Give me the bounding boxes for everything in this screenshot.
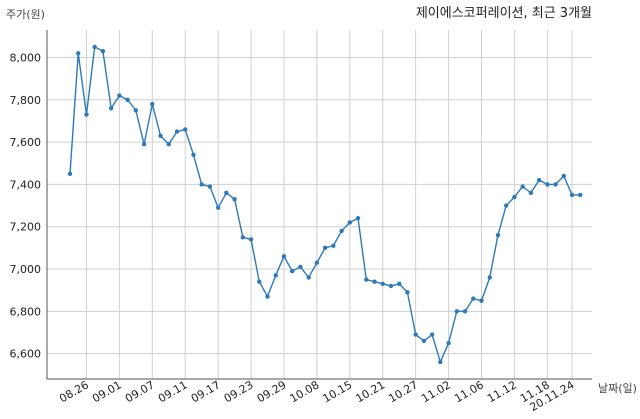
data-point (215, 205, 221, 210)
x-tick-label: 09.07 (123, 378, 157, 405)
data-point (545, 182, 550, 187)
data-point (248, 237, 254, 242)
y-ticks: 6,600 6,800 7,000 7,200 7,400 7,600 7,800 8,000 (10, 51, 42, 360)
data-point (421, 338, 427, 344)
data-point (191, 152, 196, 157)
data-point (265, 294, 270, 299)
x-tick-label: 11.06 (452, 378, 486, 405)
data-point (380, 281, 385, 287)
data-point (92, 44, 97, 50)
x-tick-label: 09.29 (255, 378, 289, 405)
data-point (166, 142, 171, 147)
data-point (479, 298, 484, 303)
price-series (67, 44, 583, 365)
data-point (471, 296, 476, 301)
y-tick-label: 7,800 (10, 94, 42, 107)
data-point (331, 243, 336, 248)
data-point (322, 245, 328, 251)
x-tick-label: 10.08 (288, 378, 322, 405)
data-point (487, 275, 492, 280)
x-tick-label: 10.27 (386, 378, 420, 405)
data-point (298, 264, 303, 270)
x-tick-label: 08.26 (57, 378, 91, 405)
x-tick-label: 09.01 (90, 378, 124, 405)
data-point (429, 332, 435, 337)
data-point (397, 281, 402, 287)
data-point (520, 184, 525, 189)
data-point (314, 260, 320, 265)
grid (47, 30, 592, 379)
data-point (364, 277, 369, 282)
data-point (141, 142, 147, 147)
data-point (438, 359, 443, 365)
data-point (183, 127, 188, 132)
data-point (306, 275, 311, 280)
data-point (578, 192, 583, 198)
data-point (528, 190, 534, 196)
y-tick-label: 7,000 (10, 263, 42, 276)
x-tick-label: 10.15 (321, 378, 355, 405)
data-point (339, 228, 344, 234)
data-point (240, 235, 246, 240)
data-point (454, 309, 460, 314)
data-point (561, 173, 566, 179)
x-tick-label: 09.23 (222, 378, 256, 405)
y-axis-title: 주가(원) (6, 8, 45, 21)
data-point (150, 101, 155, 107)
data-point (257, 279, 262, 284)
data-point (413, 332, 418, 337)
data-point (495, 232, 501, 238)
x-tick-label: 11.02 (419, 378, 453, 405)
data-point (273, 273, 278, 278)
data-point (462, 309, 468, 314)
y-tick-label: 6,600 (10, 348, 42, 361)
data-point (174, 129, 180, 134)
data-point (446, 340, 451, 346)
data-point (512, 194, 517, 200)
x-axis-title: 날짜(일) (598, 381, 637, 395)
data-point (100, 48, 106, 54)
data-point (84, 112, 89, 117)
data-point (347, 220, 353, 225)
data-point (76, 51, 81, 56)
data-point (158, 133, 163, 138)
data-point (355, 216, 361, 221)
data-point (108, 106, 114, 111)
data-point (503, 203, 509, 208)
data-point (405, 290, 410, 295)
y-tick-label: 7,200 (10, 221, 42, 234)
series-line (69, 46, 581, 363)
y-tick-label: 8,000 (10, 51, 42, 64)
data-point (67, 171, 73, 177)
x-tick-label: 10.21 (353, 378, 387, 405)
data-point (125, 97, 130, 103)
data-point (372, 279, 377, 284)
data-point (232, 197, 237, 202)
x-tick-label: 11.12 (485, 378, 519, 405)
x-ticks: 08.26 09.01 09.07 09.11 09.17 09.23 09.29 10.08… (57, 378, 576, 414)
data-point (199, 182, 204, 187)
data-point (281, 254, 287, 259)
chart-title: 제이에스코퍼레이션, 최근 3개월 (416, 6, 592, 21)
data-point (290, 268, 295, 274)
data-point (224, 190, 229, 196)
data-point (117, 93, 122, 98)
data-point (553, 182, 558, 187)
y-tick-label: 6,800 (10, 305, 42, 318)
data-point (536, 177, 542, 183)
axes (46, 30, 592, 380)
data-point (388, 283, 394, 289)
x-tick-label: 09.11 (156, 378, 190, 405)
data-point (569, 192, 575, 198)
y-tick-label: 7,600 (10, 136, 42, 149)
y-tick-label: 7,400 (10, 178, 42, 191)
data-point (133, 108, 139, 113)
data-point (207, 184, 213, 189)
x-tick-label: 09.17 (189, 378, 223, 405)
